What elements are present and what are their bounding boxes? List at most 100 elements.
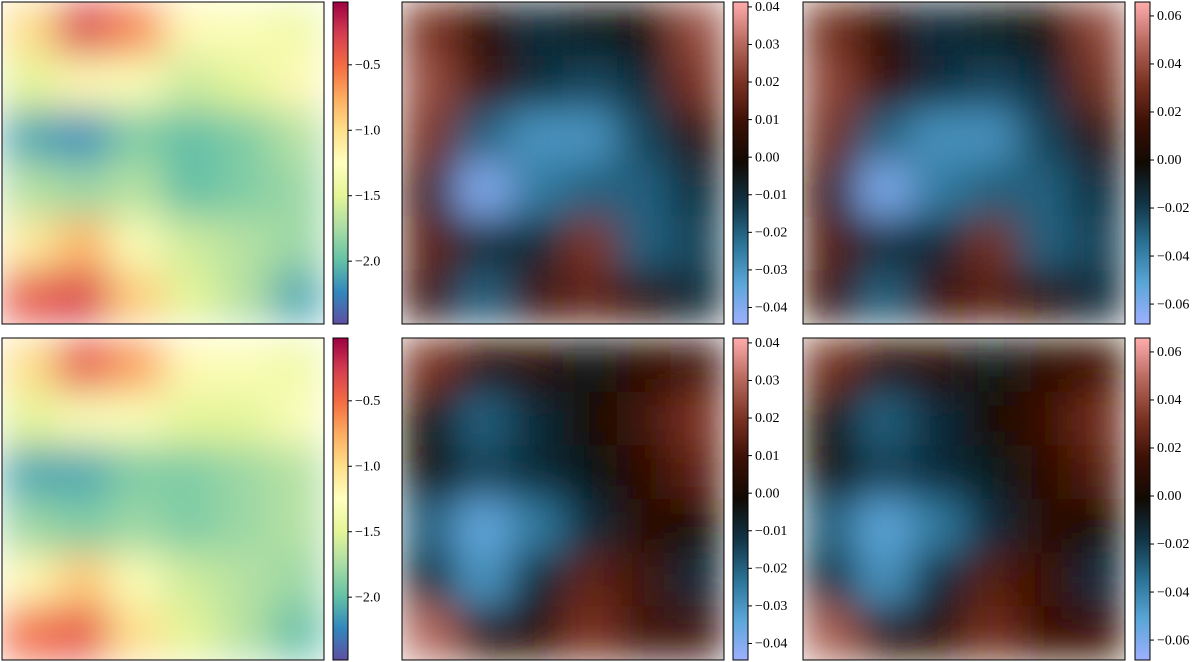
- heatmap-cell: [216, 499, 271, 554]
- heatmap-cell: [455, 163, 510, 218]
- heatmap-cell: [216, 270, 271, 324]
- colorbar-tick-label: 0.06: [1157, 9, 1182, 24]
- heatmap-cell: [964, 2, 1019, 57]
- heatmap-cell: [163, 109, 218, 164]
- heatmap-cell: [270, 606, 324, 660]
- heatmap-cells: [803, 338, 1125, 660]
- heatmap-cell: [1071, 270, 1125, 324]
- heatmap-cell: [856, 552, 911, 607]
- heatmap: [803, 338, 1125, 660]
- colorbar-tick-label: 0.00: [1157, 153, 1182, 168]
- heatmap-cell: [270, 2, 324, 57]
- heatmap-cell: [402, 606, 457, 660]
- heatmap-cell: [1071, 391, 1125, 446]
- colorbar-tick-label: −1.5: [355, 525, 380, 540]
- colorbar-tick-label: −1.0: [355, 123, 380, 138]
- heatmap-cell: [2, 499, 57, 554]
- heatmap-cell: [856, 2, 911, 57]
- heatmap-cell: [563, 270, 618, 324]
- heatmap-cell: [55, 606, 110, 660]
- heatmap-cell: [402, 552, 457, 607]
- heatmap-cell: [402, 270, 457, 324]
- heatmap-cell: [2, 55, 57, 110]
- heatmap-cell: [163, 55, 218, 110]
- heatmap-cell: [270, 163, 324, 218]
- heatmap-cell: [455, 499, 510, 554]
- heatmap-cell: [509, 216, 564, 271]
- heatmap-cell: [563, 552, 618, 607]
- heatmap-cell: [2, 109, 57, 164]
- heatmap-cell: [270, 552, 324, 607]
- heatmap-cell: [1071, 55, 1125, 110]
- heatmap-cell: [910, 606, 965, 660]
- heatmap-cell: [856, 270, 911, 324]
- heatmap-cell: [509, 445, 564, 500]
- heatmap-cell: [455, 552, 510, 607]
- heatmap-cell: [163, 338, 218, 393]
- heatmap: [2, 2, 324, 324]
- colorbar-tick-label: 0.02: [755, 75, 780, 90]
- heatmap-cell: [1017, 552, 1072, 607]
- heatmap-cell: [509, 499, 564, 554]
- heatmap-cell: [616, 499, 671, 554]
- heatmap-cell: [616, 55, 671, 110]
- colorbar-tick-label: −0.02: [1157, 537, 1189, 552]
- heatmap-cell: [55, 552, 110, 607]
- heatmap-cell: [455, 270, 510, 324]
- colorbar-tick-label: −0.02: [755, 226, 787, 241]
- heatmap-cell: [55, 55, 110, 110]
- heatmap-cell: [1017, 109, 1072, 164]
- heatmap-cell: [563, 216, 618, 271]
- heatmap-cell: [910, 391, 965, 446]
- heatmap-cell: [856, 109, 911, 164]
- colorbar-tick-label: −0.5: [355, 394, 380, 409]
- colorbar-tick-label: 0.03: [755, 374, 780, 389]
- heatmap-cell: [856, 338, 911, 393]
- heatmap-cell: [216, 552, 271, 607]
- heatmap-cell: [803, 338, 858, 393]
- heatmap-cell: [964, 445, 1019, 500]
- panel-frame: [1, 1, 325, 325]
- panel-frame: [802, 337, 1126, 661]
- heatmap-cell: [402, 445, 457, 500]
- heatmap-cell: [1017, 499, 1072, 554]
- heatmap-cell: [109, 216, 164, 271]
- heatmap-cell: [563, 606, 618, 660]
- heatmap-cell: [964, 55, 1019, 110]
- heatmap-cell: [2, 445, 57, 500]
- heatmap-cell: [509, 109, 564, 164]
- heatmap-cell: [109, 499, 164, 554]
- panel-frame: [802, 1, 1126, 325]
- heatmap-cell: [402, 391, 457, 446]
- heatmap-cell: [270, 216, 324, 271]
- heatmap-cell: [2, 163, 57, 218]
- heatmap-cell: [856, 499, 911, 554]
- heatmap-cell: [109, 2, 164, 57]
- colorbar: [1134, 337, 1151, 661]
- heatmap-cell: [670, 391, 724, 446]
- heatmap-cell: [803, 552, 858, 607]
- heatmap-cell: [216, 216, 271, 271]
- heatmap-cell: [670, 270, 724, 324]
- colorbar-tick-label: 0.02: [1157, 441, 1182, 456]
- heatmap-cell: [509, 552, 564, 607]
- heatmap-cell: [910, 338, 965, 393]
- heatmap-cell: [910, 55, 965, 110]
- colorbar-tick-label: −0.06: [1157, 297, 1189, 312]
- heatmap: [402, 338, 724, 660]
- heatmap-cell: [163, 2, 218, 57]
- heatmap: [803, 2, 1125, 324]
- colorbar-tick-label: −0.02: [755, 562, 787, 577]
- heatmap-cell: [670, 499, 724, 554]
- colorbar-tick-label: 0.00: [1157, 489, 1182, 504]
- panel-frame: [1, 337, 325, 661]
- heatmap-cell: [455, 2, 510, 57]
- heatmap-cell: [803, 109, 858, 164]
- colorbar-tick-label: −0.02: [1157, 201, 1189, 216]
- heatmap-cell: [803, 216, 858, 271]
- heatmap-cell: [856, 606, 911, 660]
- heatmap-cell: [910, 445, 965, 500]
- heatmap-cell: [563, 55, 618, 110]
- heatmap-cell: [163, 163, 218, 218]
